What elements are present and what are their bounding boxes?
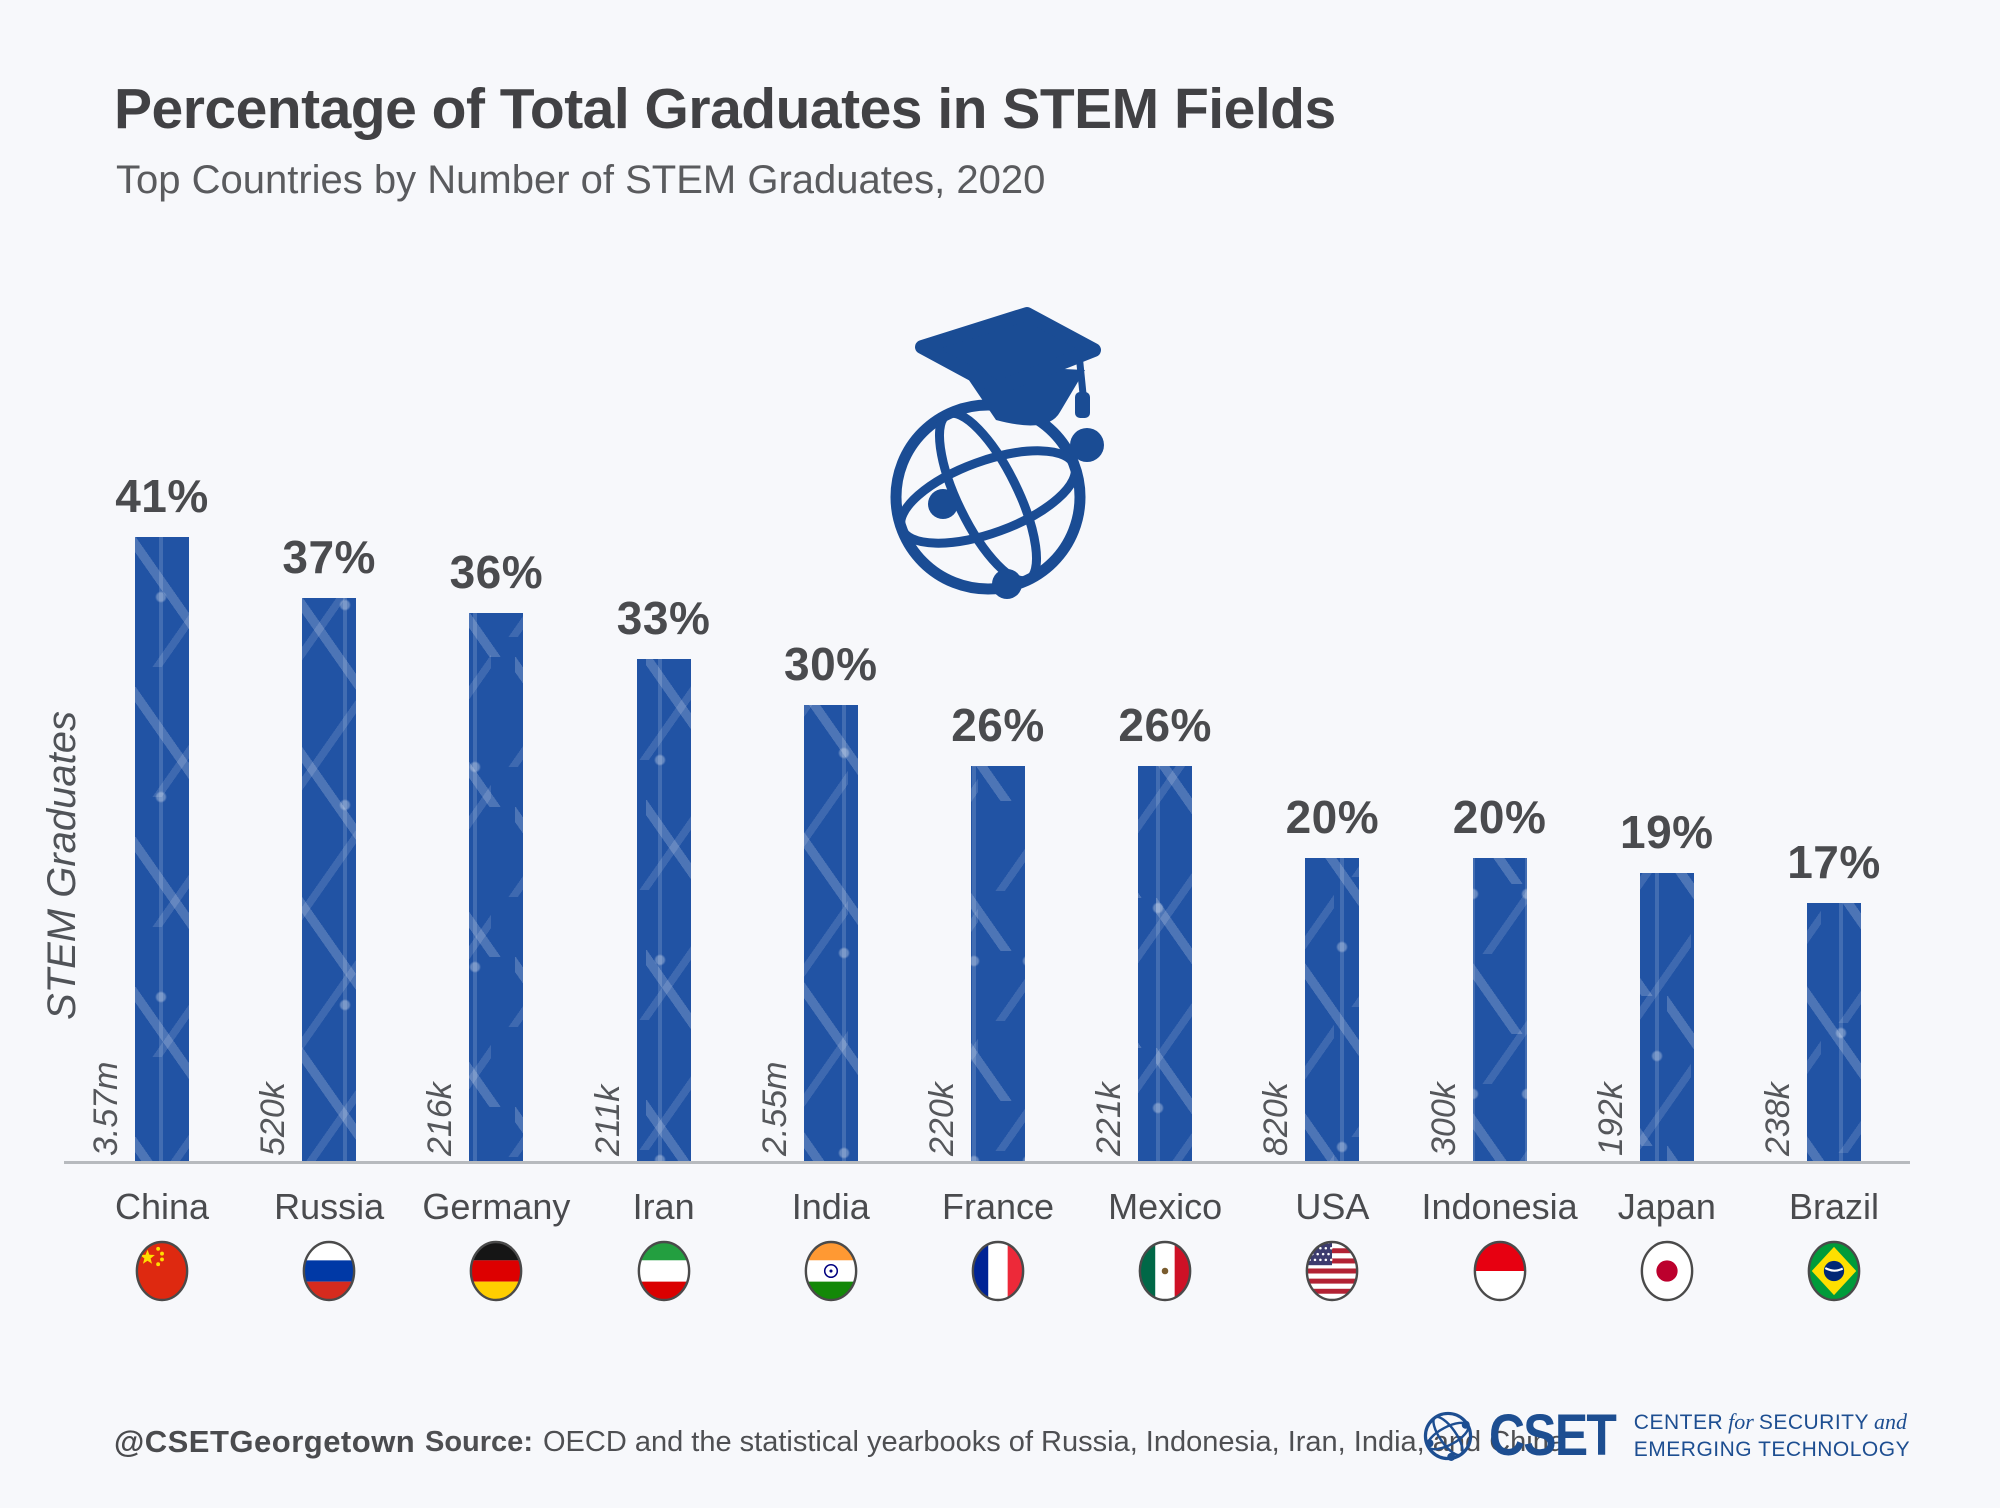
page-subtitle: Top Countries by Number of STEM Graduate… (116, 158, 1046, 202)
source-label: Source: (425, 1426, 533, 1458)
flag-icon (467, 1238, 525, 1304)
bar-category-label: Mexico (1108, 1186, 1223, 1227)
flag-icon (1805, 1238, 1863, 1304)
bar-category-label: India (791, 1186, 870, 1227)
bar-total-label: 192k (1591, 1082, 1630, 1156)
page-title: Percentage of Total Graduates in STEM Fi… (114, 77, 1336, 141)
bar-total-label: 2.55m (755, 1061, 794, 1157)
bar (1639, 873, 1694, 1163)
bar-category-label: France (941, 1186, 1055, 1227)
bar-total-label: 221k (1090, 1082, 1129, 1156)
bar-total-label: 216k (421, 1082, 460, 1156)
bar (1807, 903, 1861, 1163)
bar-group: 37% 520k Russia (245, 0, 413, 1345)
bar (1305, 858, 1360, 1163)
bar-value-label: 17% (1787, 836, 1881, 888)
cset-logo: CSET CENTER for SECURITY and EMERGING TECHN… (1419, 1402, 1912, 1469)
source-note: Source: OECD and the statistical yearbook… (425, 1426, 1565, 1459)
bar-category-label: Brazil (1788, 1186, 1880, 1227)
bar-total-label: 211k (588, 1084, 627, 1156)
bar (636, 659, 691, 1163)
bar-value-label: 36% (449, 546, 544, 598)
x-axis-line (64, 1161, 1910, 1164)
bar-group: 20% 300k Indonesia (1416, 0, 1584, 1345)
bar (803, 705, 858, 1163)
bar-value-label: 19% (1620, 806, 1714, 858)
bar-category-label: USA (1295, 1186, 1370, 1227)
flag-icon (1136, 1238, 1194, 1304)
cset-wordmark-line1: CENTER for SECURITY and (1633, 1409, 1907, 1434)
bar-group: 19% 192k Japan (1583, 0, 1751, 1345)
bar-group: 30% 2.55m India (747, 0, 915, 1345)
bar-total-label: 300k (1424, 1082, 1463, 1156)
bar-category-label: Indonesia (1421, 1186, 1578, 1227)
bar-value-label: 41% (115, 470, 209, 522)
cset-acronym: CSET (1489, 1403, 1617, 1468)
bar-group: 41% 3.57m China (78, 0, 246, 1345)
flag-icon (1303, 1238, 1361, 1304)
bar (135, 537, 189, 1163)
flag-icon (300, 1238, 358, 1304)
flag-icon (1638, 1238, 1696, 1304)
bar (469, 613, 524, 1163)
bar-value-label: 26% (1118, 699, 1212, 751)
flag-icon (1471, 1238, 1529, 1304)
bar-category-label: Russia (274, 1186, 385, 1227)
bar-category-label: China (114, 1186, 210, 1227)
bar-group: 17% 238k Brazil (1750, 0, 1918, 1345)
bar-total-label: 238k (1759, 1082, 1797, 1156)
cset-wordmark-line2: EMERGING TECHNOLOGY (1633, 1438, 1911, 1461)
bar (1472, 858, 1527, 1163)
bar-value-label: 20% (1285, 791, 1380, 843)
bar-value-label: 20% (1452, 791, 1547, 843)
bar (971, 766, 1025, 1163)
bar (1138, 766, 1193, 1163)
flag-icon (969, 1238, 1027, 1304)
bar-category-label: Iran (632, 1186, 695, 1227)
bar-group: 33% 211k Iran (580, 0, 748, 1345)
flag-icon (635, 1238, 693, 1304)
bar (302, 598, 357, 1163)
flag-icon (802, 1238, 860, 1304)
bar-value-label: 26% (951, 699, 1045, 751)
cset-globe-icon (1423, 1411, 1473, 1461)
bar-group: 20% 820k USA (1248, 0, 1416, 1345)
bar-group: 26% 221k Mexico (1081, 0, 1249, 1345)
bar-value-label: 37% (282, 531, 376, 583)
bar-total-label: 820k (1257, 1082, 1296, 1156)
flag-icon (133, 1238, 191, 1304)
bar-group: 36% 216k Germany (412, 0, 580, 1345)
bar-total-label: 3.57m (87, 1061, 125, 1157)
bar-value-label: 30% (784, 638, 878, 690)
bar-group: 26% 220k France (914, 0, 1082, 1345)
cset-wordmark: CENTER for SECURITY and EMERGING TECHNOLOGY (1634, 1408, 1912, 1463)
bar-total-label: 520k (254, 1082, 293, 1156)
bar-value-label: 33% (616, 592, 711, 644)
bar-category-label: Japan (1617, 1186, 1716, 1227)
bar-category-label: Germany (422, 1186, 571, 1227)
source-text: OECD and the statistical yearbooks of Ru… (542, 1426, 1565, 1458)
graduation-cap-globe-icon (890, 307, 1104, 599)
social-handle: @CSETGeorgetown (114, 1424, 416, 1459)
bar-total-label: 220k (923, 1082, 961, 1156)
